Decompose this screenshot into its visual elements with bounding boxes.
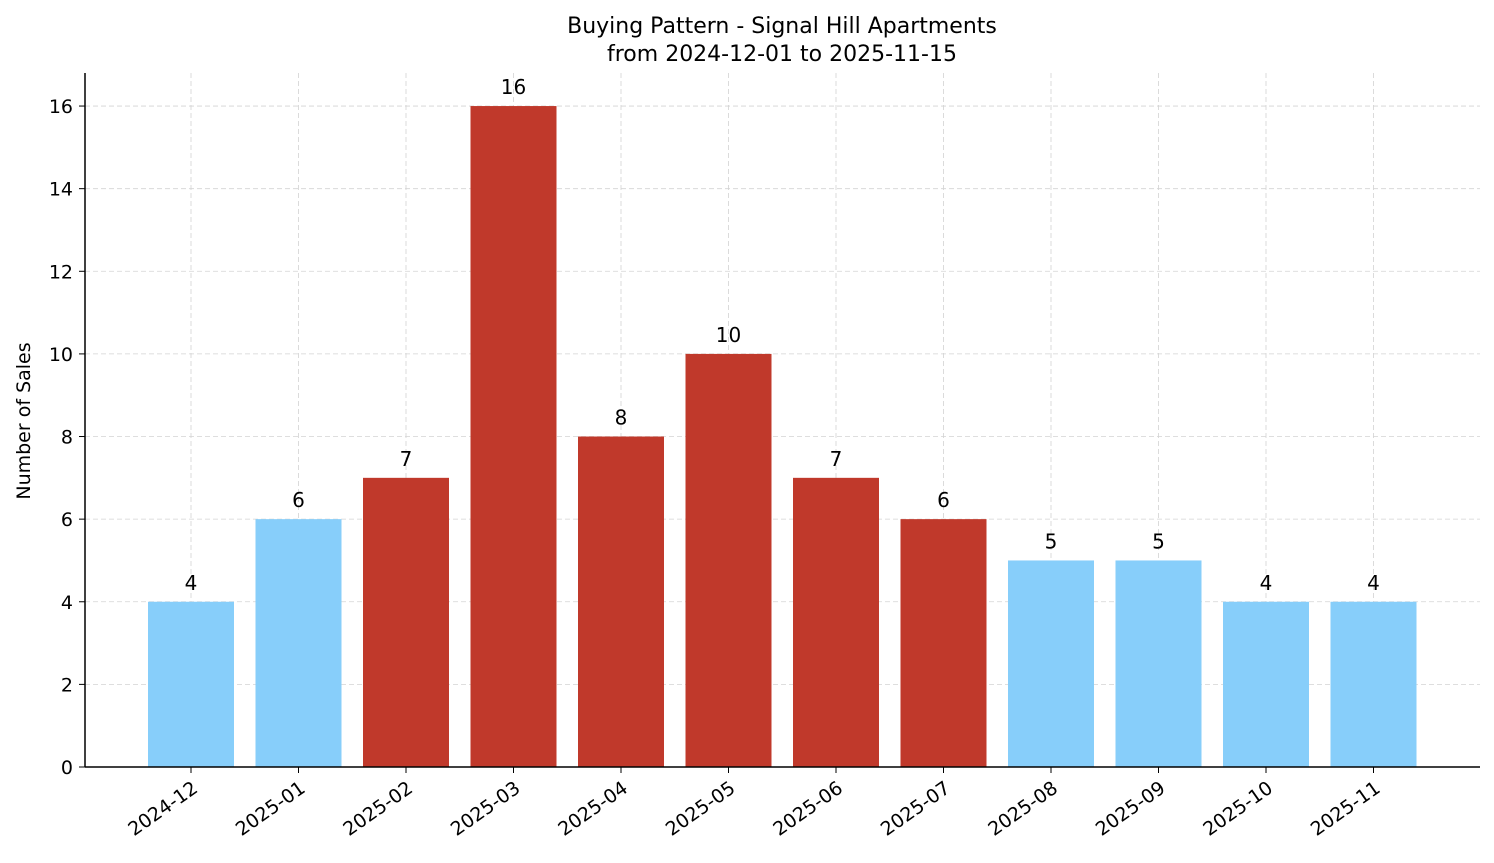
bar — [1330, 601, 1417, 767]
x-tick-label: 2024-12 — [124, 777, 202, 841]
bar — [255, 519, 342, 767]
bar — [578, 436, 664, 767]
value-label: 7 — [830, 447, 843, 471]
chart-title: Buying Pattern - Signal Hill Apartments — [567, 14, 997, 39]
x-tick-label: 2025-09 — [1092, 777, 1170, 841]
value-label: 16 — [501, 75, 526, 99]
y-tick-label: 10 — [49, 344, 73, 366]
bar — [1223, 601, 1309, 767]
x-tick-label: 2025-01 — [232, 777, 310, 841]
value-label: 10 — [716, 323, 741, 347]
value-label: 8 — [615, 406, 628, 430]
x-tick-label: 2025-02 — [339, 777, 417, 841]
x-tick-label: 2025-03 — [447, 777, 525, 841]
x-tick-label: 2025-05 — [662, 777, 740, 841]
value-label: 4 — [185, 571, 198, 595]
bar — [793, 477, 879, 767]
value-label: 4 — [1260, 571, 1273, 595]
bar — [900, 519, 987, 767]
x-tick-label: 2025-06 — [769, 777, 847, 841]
y-tick-label: 14 — [49, 179, 73, 201]
bar — [363, 477, 449, 767]
chart-subtitle: from 2024-12-01 to 2025-11-15 — [607, 42, 957, 67]
value-label: 6 — [937, 488, 950, 512]
y-tick-label: 6 — [61, 509, 73, 531]
value-label: 6 — [292, 488, 305, 512]
y-tick-label: 8 — [61, 427, 73, 449]
bar — [470, 106, 557, 768]
value-label: 5 — [1045, 529, 1058, 553]
x-tick-label: 2025-08 — [984, 777, 1062, 841]
value-label: 4 — [1367, 571, 1380, 595]
bars — [148, 106, 1417, 768]
bar — [1008, 560, 1094, 767]
y-tick-label: 2 — [61, 674, 73, 696]
x-tick-label: 2025-07 — [877, 777, 955, 841]
y-tick-label: 16 — [49, 96, 73, 118]
y-tick-label: 0 — [61, 757, 73, 779]
x-tick-label: 2025-10 — [1199, 777, 1277, 841]
bar — [1115, 560, 1202, 767]
value-label: 5 — [1152, 529, 1165, 553]
y-tick-label: 4 — [61, 592, 73, 614]
y-axis-label: Number of Sales — [13, 342, 35, 499]
bar — [685, 353, 772, 767]
bar — [148, 601, 234, 767]
value-label: 7 — [400, 447, 413, 471]
x-tick-label: 2025-11 — [1307, 777, 1385, 841]
y-tick-label: 12 — [49, 261, 73, 283]
x-tick-label: 2025-04 — [554, 777, 632, 841]
